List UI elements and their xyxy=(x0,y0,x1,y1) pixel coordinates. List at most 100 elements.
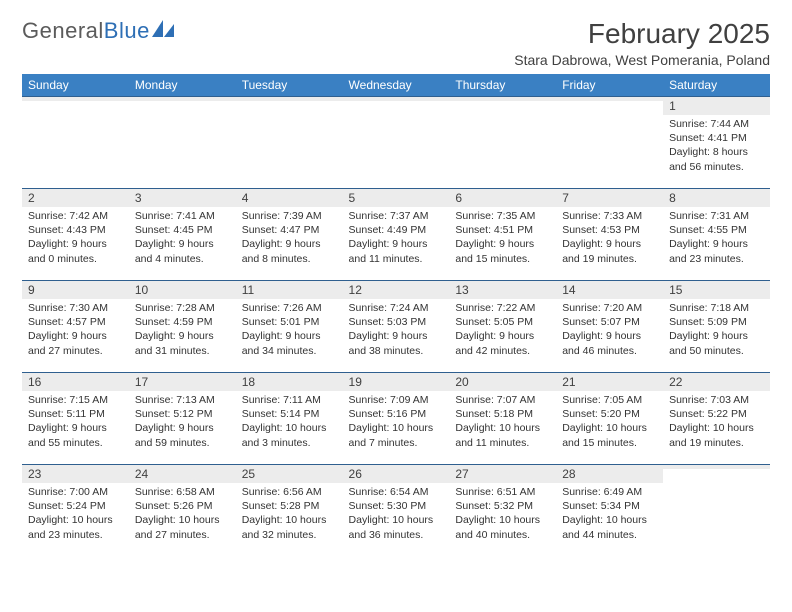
sunset-text: Sunset: 5:09 PM xyxy=(669,315,764,329)
daylight-text: Daylight: 9 hours and 31 minutes. xyxy=(135,329,230,357)
sunrise-text: Sunrise: 7:22 AM xyxy=(455,301,550,315)
day-info: Sunrise: 7:13 AMSunset: 5:12 PMDaylight:… xyxy=(129,391,236,454)
calendar-cell: 26Sunrise: 6:54 AMSunset: 5:30 PMDayligh… xyxy=(343,465,450,557)
day-info: Sunrise: 7:09 AMSunset: 5:16 PMDaylight:… xyxy=(343,391,450,454)
sunset-text: Sunset: 5:34 PM xyxy=(562,499,657,513)
sunset-text: Sunset: 5:12 PM xyxy=(135,407,230,421)
day-number: 18 xyxy=(236,373,343,391)
calendar-cell: 25 Sunrise: 6:56 AMSunset: 5:28 PMDayligh… xyxy=(236,465,343,557)
logo: GeneralBlue xyxy=(22,18,174,44)
day-info: Sunrise: 7:26 AMSunset: 5:01 PMDaylight:… xyxy=(236,299,343,362)
sunrise-text: Sunrise: 7:07 AM xyxy=(455,393,550,407)
calendar-cell: 8Sunrise: 7:31 AMSunset: 4:55 PMDaylight… xyxy=(663,189,770,281)
logo-sail-icon xyxy=(152,20,174,38)
location-text: Stara Dabrowa, West Pomerania, Poland xyxy=(514,52,770,68)
day-number: 25 xyxy=(236,465,343,483)
sunset-text: Sunset: 5:16 PM xyxy=(349,407,444,421)
day-number: 24 xyxy=(129,465,236,483)
calendar-table: Sunday Monday Tuesday Wednesday Thursday… xyxy=(22,74,770,557)
day-number: 7 xyxy=(556,189,663,207)
daylight-text: Daylight: 9 hours and 0 minutes. xyxy=(28,237,123,265)
day-info: Sunrise: 7:07 AMSunset: 5:18 PMDaylight:… xyxy=(449,391,556,454)
day-number: 27 xyxy=(449,465,556,483)
sunset-text: Sunset: 4:49 PM xyxy=(349,223,444,237)
day-header: Monday xyxy=(129,74,236,97)
daylight-text: Daylight: 10 hours and 15 minutes. xyxy=(562,421,657,449)
day-info: Sunrise: 7:42 AMSunset: 4:43 PMDaylight:… xyxy=(22,207,129,270)
daylight-text: Daylight: 9 hours and 34 minutes. xyxy=(242,329,337,357)
day-number: 16 xyxy=(22,373,129,391)
sunset-text: Sunset: 5:03 PM xyxy=(349,315,444,329)
day-number: 28 xyxy=(556,465,663,483)
sunset-text: Sunset: 5:14 PM xyxy=(242,407,337,421)
day-info: Sunrise: 6:51 AMSunset: 5:32 PMDaylight:… xyxy=(449,483,556,546)
daylight-text: Daylight: 9 hours and 19 minutes. xyxy=(562,237,657,265)
day-info: Sunrise: 7:24 AMSunset: 5:03 PMDaylight:… xyxy=(343,299,450,362)
sunset-text: Sunset: 5:11 PM xyxy=(28,407,123,421)
calendar-cell xyxy=(236,97,343,189)
daylight-text: Daylight: 9 hours and 15 minutes. xyxy=(455,237,550,265)
day-number xyxy=(449,97,556,101)
calendar-cell: 17Sunrise: 7:13 AMSunset: 5:12 PMDayligh… xyxy=(129,373,236,465)
calendar-cell xyxy=(343,97,450,189)
sunset-text: Sunset: 5:30 PM xyxy=(349,499,444,513)
sunrise-text: Sunrise: 7:41 AM xyxy=(135,209,230,223)
calendar-cell xyxy=(22,97,129,189)
calendar-cell: 3Sunrise: 7:41 AMSunset: 4:45 PMDaylight… xyxy=(129,189,236,281)
day-number: 4 xyxy=(236,189,343,207)
calendar-cell: 12Sunrise: 7:24 AMSunset: 5:03 PMDayligh… xyxy=(343,281,450,373)
day-header: Thursday xyxy=(449,74,556,97)
day-info: Sunrise: 7:11 AMSunset: 5:14 PMDaylight:… xyxy=(236,391,343,454)
daylight-text: Daylight: 10 hours and 23 minutes. xyxy=(28,513,123,541)
day-number: 5 xyxy=(343,189,450,207)
day-number: 10 xyxy=(129,281,236,299)
sunset-text: Sunset: 4:41 PM xyxy=(669,131,764,145)
calendar-week: 1Sunrise: 7:44 AMSunset: 4:41 PMDaylight… xyxy=(22,97,770,189)
sunset-text: Sunset: 4:57 PM xyxy=(28,315,123,329)
calendar-week: 23Sunrise: 7:00 AMSunset: 5:24 PMDayligh… xyxy=(22,465,770,557)
sunrise-text: Sunrise: 7:20 AM xyxy=(562,301,657,315)
sunset-text: Sunset: 4:55 PM xyxy=(669,223,764,237)
daylight-text: Daylight: 9 hours and 55 minutes. xyxy=(28,421,123,449)
sunrise-text: Sunrise: 7:13 AM xyxy=(135,393,230,407)
sunrise-text: Sunrise: 6:56 AM xyxy=(242,485,337,499)
day-info: Sunrise: 7:03 AMSunset: 5:22 PMDaylight:… xyxy=(663,391,770,454)
day-number: 2 xyxy=(22,189,129,207)
logo-text-gray: General xyxy=(22,18,104,44)
calendar-cell: 24Sunrise: 6:58 AMSunset: 5:26 PMDayligh… xyxy=(129,465,236,557)
calendar-cell: 7Sunrise: 7:33 AMSunset: 4:53 PMDaylight… xyxy=(556,189,663,281)
day-info: Sunrise: 7:44 AMSunset: 4:41 PMDaylight:… xyxy=(663,115,770,178)
calendar-cell: 22Sunrise: 7:03 AMSunset: 5:22 PMDayligh… xyxy=(663,373,770,465)
sunrise-text: Sunrise: 7:05 AM xyxy=(562,393,657,407)
day-info: Sunrise: 7:20 AMSunset: 5:07 PMDaylight:… xyxy=(556,299,663,362)
day-number: 21 xyxy=(556,373,663,391)
sunset-text: Sunset: 5:07 PM xyxy=(562,315,657,329)
day-header: Sunday xyxy=(22,74,129,97)
calendar-cell: 13Sunrise: 7:22 AMSunset: 5:05 PMDayligh… xyxy=(449,281,556,373)
day-number: 20 xyxy=(449,373,556,391)
calendar-cell: 27Sunrise: 6:51 AMSunset: 5:32 PMDayligh… xyxy=(449,465,556,557)
logo-text-blue: Blue xyxy=(104,18,150,44)
daylight-text: Daylight: 10 hours and 11 minutes. xyxy=(455,421,550,449)
sunrise-text: Sunrise: 7:09 AM xyxy=(349,393,444,407)
sunrise-text: Sunrise: 7:26 AM xyxy=(242,301,337,315)
day-number: 1 xyxy=(663,97,770,115)
sunset-text: Sunset: 4:53 PM xyxy=(562,223,657,237)
daylight-text: Daylight: 10 hours and 32 minutes. xyxy=(242,513,337,541)
calendar-week: 16Sunrise: 7:15 AMSunset: 5:11 PMDayligh… xyxy=(22,373,770,465)
sunset-text: Sunset: 5:28 PM xyxy=(242,499,337,513)
calendar-cell xyxy=(449,97,556,189)
day-number: 12 xyxy=(343,281,450,299)
day-info: Sunrise: 7:00 AMSunset: 5:24 PMDaylight:… xyxy=(22,483,129,546)
daylight-text: Daylight: 9 hours and 27 minutes. xyxy=(28,329,123,357)
day-number xyxy=(22,97,129,101)
day-info: Sunrise: 7:31 AMSunset: 4:55 PMDaylight:… xyxy=(663,207,770,270)
daylight-text: Daylight: 9 hours and 46 minutes. xyxy=(562,329,657,357)
sunrise-text: Sunrise: 7:18 AM xyxy=(669,301,764,315)
sunset-text: Sunset: 5:20 PM xyxy=(562,407,657,421)
sunrise-text: Sunrise: 7:03 AM xyxy=(669,393,764,407)
sunset-text: Sunset: 5:26 PM xyxy=(135,499,230,513)
sunset-text: Sunset: 4:47 PM xyxy=(242,223,337,237)
day-info: Sunrise: 7:33 AMSunset: 4:53 PMDaylight:… xyxy=(556,207,663,270)
calendar-cell xyxy=(556,97,663,189)
